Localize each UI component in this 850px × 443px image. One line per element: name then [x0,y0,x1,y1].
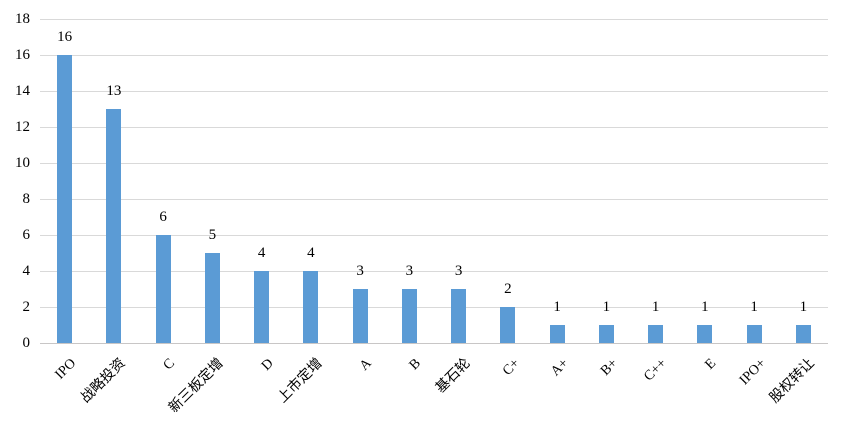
gridline-y-6 [40,234,828,236]
bar-股权转让 [795,325,811,343]
y-axis-tick-label: 18 [15,11,30,27]
y-axis-tick-label: 10 [15,155,30,171]
y-axis-tick-label: 16 [15,47,30,63]
data-label-C: 6 [159,209,167,225]
bar-IPO [57,55,73,343]
bar-基石轮 [451,289,467,343]
data-label-股权转让: 1 [799,299,808,315]
x-axis-category-label-股权转让: 股权转让 [767,356,818,407]
x-axis-category-label-D: D [258,356,277,374]
x-axis-category-label-IPO+: IPO+ [736,356,769,389]
x-axis-category-label-IPO: IPO [52,356,80,383]
y-axis-tick-label: 14 [15,83,30,99]
bar-C+ [500,307,516,343]
bar-新三板定增 [204,253,220,343]
data-label-B: 3 [405,263,414,279]
data-label-上市定增: 4 [307,245,315,261]
gridline-y-4 [40,270,828,272]
y-axis-tick-label: 2 [22,299,31,315]
bar-A+ [549,325,565,343]
x-axis-line [40,342,828,344]
x-axis-category-label-上市定增: 上市定增 [275,356,326,407]
data-label-IPO+: 1 [750,299,758,315]
x-axis-category-label-C: C [160,356,178,374]
gridline-y-12 [40,126,828,128]
gridline-y-8 [40,198,828,200]
bar-上市定增 [303,271,319,343]
data-label-E: 1 [701,299,709,315]
x-axis-category-label-A: A [356,356,375,374]
data-label-新三板定增: 5 [208,227,217,243]
bar-IPO+ [746,325,762,343]
data-label-IPO: 16 [57,29,73,45]
gridline-y-16 [40,54,828,56]
x-axis-category-label-C+: C+ [499,356,523,379]
y-axis-tick-label: 4 [22,263,31,279]
gridline-y-2 [40,306,828,308]
x-axis-category-label-B+: B+ [598,356,621,379]
data-label-B+: 1 [602,299,611,315]
gridline-y-18 [40,18,828,20]
data-label-战略投资: 13 [106,83,122,99]
x-axis-category-label-B: B [406,356,424,374]
x-axis-category-label-E: E [702,356,720,373]
data-label-C+: 2 [504,281,512,297]
x-axis-category-label-A+: A+ [548,356,572,380]
y-axis-tick-label: 8 [22,191,31,207]
data-label-A: 3 [356,263,364,279]
data-label-D: 4 [257,245,266,261]
bar-战略投资 [106,109,122,343]
gridline-y-14 [40,90,828,92]
x-axis-category-label-战略投资: 战略投资 [78,356,129,407]
x-axis-category-label-C++: C++ [641,356,671,385]
y-axis-tick-label: 12 [15,119,30,135]
data-label-A+: 1 [553,299,561,315]
bar-D [254,271,270,343]
bar-E [697,325,713,343]
bar-B [401,289,417,343]
data-label-基石轮: 3 [454,263,463,279]
bar-C [155,235,171,343]
gridline-y-10 [40,162,828,164]
data-label-C++: 1 [651,299,660,315]
bar-C++ [648,325,664,343]
y-axis-tick-label: 0 [22,335,31,351]
bar-B+ [598,325,614,343]
y-axis-tick-label: 6 [22,227,31,243]
bar-A [352,289,368,343]
x-axis-category-label-基石轮: 基石轮 [432,356,474,397]
